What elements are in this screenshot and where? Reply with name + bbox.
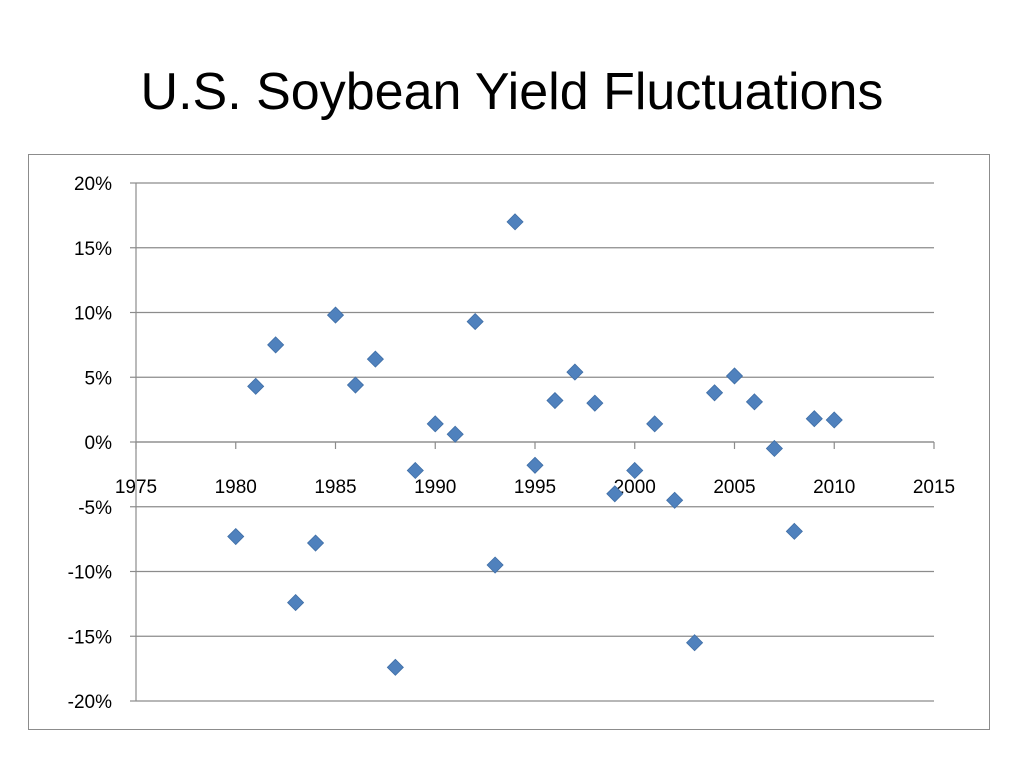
x-tick-label: 1990 — [414, 477, 456, 498]
data-point — [446, 425, 464, 443]
data-point — [526, 456, 544, 474]
y-tick-label: -15% — [68, 627, 112, 648]
data-points — [227, 213, 843, 676]
data-point — [546, 391, 564, 410]
data-point — [287, 594, 305, 612]
x-tick-label: 1980 — [215, 477, 257, 498]
x-tick-label: 2010 — [813, 477, 855, 498]
axes — [130, 182, 935, 702]
y-tick-labels: 20% 15% 10% 5% 0% -5% -10% -15% -20% — [68, 174, 112, 713]
data-point — [326, 306, 345, 324]
y-tick-label: 5% — [85, 368, 113, 389]
y-tick-label: 15% — [74, 239, 112, 260]
y-tick-label: 10% — [74, 304, 112, 325]
data-point — [785, 522, 803, 540]
y-tick-label: -10% — [68, 563, 112, 584]
x-tick-label: 1995 — [514, 477, 556, 498]
data-point — [346, 376, 365, 394]
data-point — [366, 350, 384, 368]
data-point — [586, 394, 604, 412]
data-point — [466, 312, 484, 331]
data-point — [267, 336, 285, 354]
chart-area: 20% 15% 10% 5% 0% -5% -10% -15% -20% 1975 1980 198… — [28, 154, 990, 730]
slide-title: U.S. Soybean Yield Fluctuations — [140, 63, 884, 121]
x-tick-label: 1985 — [314, 477, 356, 498]
x-tick-labels: 1975 1980 1985 1990 1995 2000 2005 2010 2015 — [115, 477, 955, 498]
data-point — [306, 534, 325, 552]
data-point — [426, 415, 444, 433]
data-point — [606, 485, 624, 503]
data-point — [686, 634, 704, 652]
data-point — [486, 556, 504, 574]
y-tick-label: -5% — [78, 498, 112, 519]
data-point — [805, 410, 823, 428]
x-tick-label: 2000 — [614, 477, 656, 498]
data-point — [247, 377, 265, 395]
x-tick-label: 2005 — [713, 477, 755, 498]
data-point — [666, 491, 684, 509]
y-tick-label: -20% — [68, 692, 112, 713]
data-point — [765, 439, 783, 458]
x-tick-label: 2015 — [913, 477, 955, 498]
scatter-chart: 20% 15% 10% 5% 0% -5% -10% -15% -20% 1975 1980 198… — [68, 174, 956, 713]
data-point — [626, 461, 644, 480]
data-point — [506, 213, 524, 231]
data-point — [227, 527, 245, 546]
data-point — [745, 393, 764, 411]
y-tick-label: 20% — [74, 174, 112, 195]
data-point — [566, 363, 584, 381]
data-point — [825, 411, 843, 429]
data-point — [406, 461, 424, 480]
y-tick-label: 0% — [85, 433, 113, 454]
data-point — [386, 658, 404, 676]
data-point — [646, 415, 664, 433]
x-tick-label: 1975 — [115, 477, 157, 498]
data-point — [725, 367, 744, 385]
data-point — [705, 384, 724, 402]
